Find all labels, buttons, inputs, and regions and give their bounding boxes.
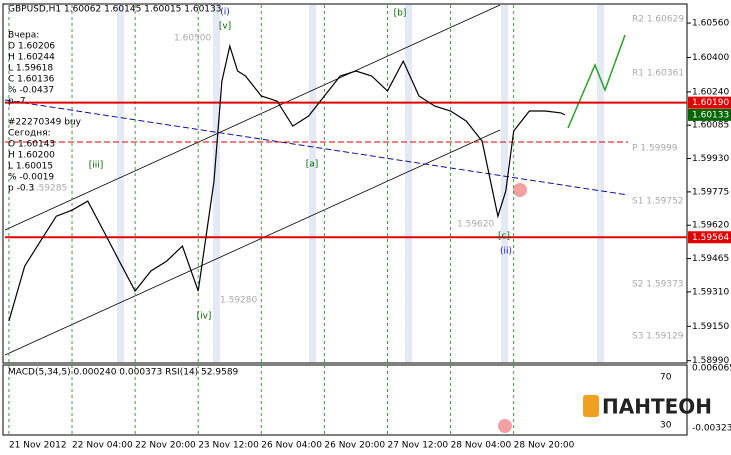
x-tick-label: 21 Nov 2012 [9,441,67,451]
x-tick-label: 22 Nov 20:00 [135,441,196,451]
pivot-label: P 1.59999 [632,144,678,154]
x-tick-label: 28 Nov 20:00 [514,441,575,451]
trend-line [4,99,629,196]
info-text: p -0.3 [8,184,34,194]
price-mark: 1.59620 [457,220,494,230]
indicator-panel [2,364,688,436]
y-tick-label: 1.59620 [692,221,729,231]
y-tick-label: 1.58990 [692,356,729,366]
y-tick-label: 1.59775 [692,187,729,197]
wave-label: (ii) [500,247,512,257]
logo-text: ПАНТЕОН [602,395,712,419]
marker [513,183,527,197]
info-text: p -7 [8,97,26,107]
chart-title: GBPUSD,H1 1.60062 1.60145 1.60015 1.6013… [8,5,221,15]
info-text: H 1.60244 [8,53,55,63]
y-tick-label: 1.60400 [692,53,729,63]
x-tick-label: 26 Nov 04:00 [261,441,322,451]
pivot-label: R2 1.60629 [632,15,684,25]
info-text: L 1.59618 [8,64,53,74]
indicator-axis-label: -0.00323 [692,424,731,434]
pivot-label: S3 1.59129 [632,332,684,342]
price-label: 1.60133 [692,110,729,120]
price-line [8,43,566,322]
info-text: % -0.0437 [8,86,54,96]
pivot-label: S2 1.59373 [632,280,684,290]
wave-label: [iv] [197,312,212,322]
x-tick-label: 23 Nov 12:00 [198,441,259,451]
channel-line [4,129,501,356]
price-mark: 1.60500 [174,34,211,44]
pivot-label: S1 1.59752 [632,197,684,207]
info-text: H 1.60200 [8,151,55,161]
order-label: #22270349 buy [8,118,82,128]
indicator-axis-label: 0.006065 [692,364,731,374]
main-panel [2,3,688,364]
price-label-box [688,108,731,121]
info-text: Вчера: [8,31,39,41]
price-label-box [688,96,731,109]
info-text: L 1.60015 [8,162,53,172]
indicator-title: MACD(5,34,5) 0.000240 0.000373 RSI(14) 5… [8,368,239,378]
x-tick-label: 22 Nov 04:00 [72,441,133,451]
price-label: 1.59564 [692,233,729,243]
forecast-line [567,34,626,129]
price-mark: 1.59285 [30,184,67,194]
y-tick-label: 1.59310 [692,287,729,297]
x-tick-label: 27 Nov 12:00 [387,441,448,451]
x-tick-label: 28 Nov 04:00 [451,441,512,451]
price-label-box [688,231,731,244]
wave-label: [b] [394,9,407,19]
info-text: O 1.60206 [8,42,55,52]
info-text: % -0.0019 [8,173,54,183]
pivot-label: R1 1.60361 [632,69,684,79]
wave-label: [c] [498,232,510,242]
marker [498,419,512,433]
price-label: 1.60190 [692,98,729,108]
wave-label: (i) [220,8,230,18]
x-tick-label: 26 Nov 20:00 [324,441,385,451]
wave-label: [v] [219,22,231,32]
y-tick-label: 1.59150 [692,322,729,332]
y-tick-label: 1.60240 [692,87,729,97]
indicator-axis-label: 30 [660,421,672,431]
y-tick-label: 1.60560 [692,19,729,29]
y-tick-label: 1.59465 [692,254,729,264]
info-text: Сегодня: [8,129,51,139]
y-tick-label: 1.60085 [692,121,729,131]
wave-label: [a] [306,160,319,170]
session-bands [117,5,604,362]
price-mark: 1.59280 [220,296,257,306]
info-text: O 1.60143 [8,140,55,150]
wave-label: [iii] [89,161,104,171]
channel-line [4,4,501,231]
y-tick-label: 1.59930 [692,154,729,164]
logo: ПАНТЕОН [583,395,712,419]
info-text: C 1.60136 [8,75,55,85]
indicator-axis-label: 70 [660,373,672,383]
